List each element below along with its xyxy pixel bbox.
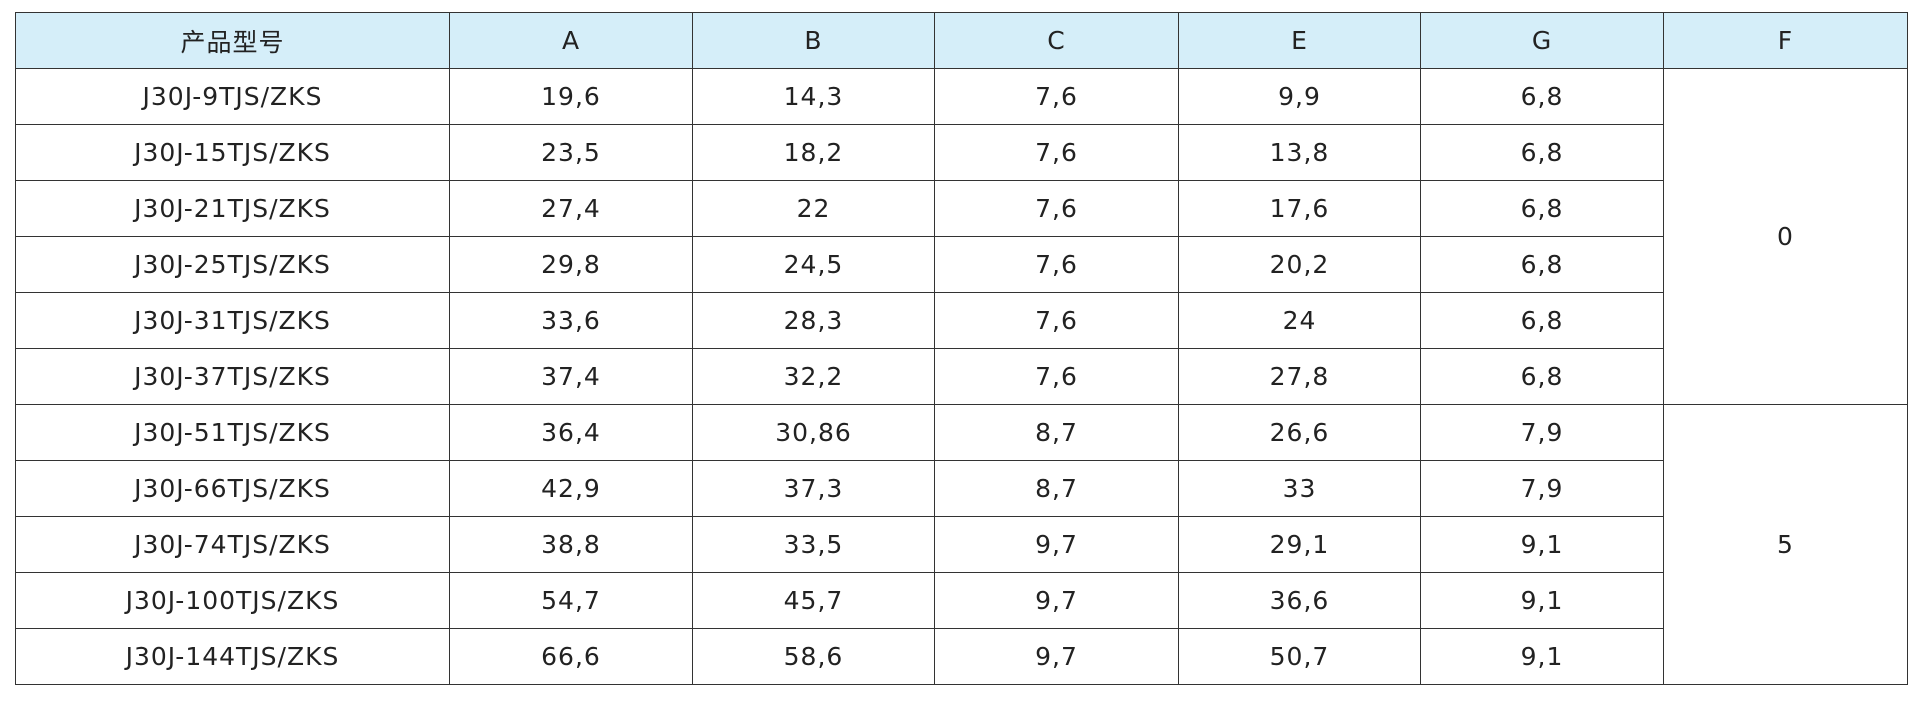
value-cell: 6,8 <box>1420 292 1664 349</box>
value-cell: 8,7 <box>934 404 1179 461</box>
value-cell: 7,9 <box>1420 460 1664 517</box>
value-cell: 9,1 <box>1420 572 1664 629</box>
header-cell: E <box>1178 12 1421 69</box>
value-cell: 6,8 <box>1420 68 1664 125</box>
value-cell: 7,6 <box>934 180 1179 237</box>
value-cell: 22 <box>692 180 935 237</box>
value-cell: 7,6 <box>934 292 1179 349</box>
value-cell: 9,7 <box>934 572 1179 629</box>
value-cell: 37,3 <box>692 460 935 517</box>
header-cell: B <box>692 12 935 69</box>
table-body: J30J-9TJS/ZKS 19,6 14,3 7,6 9,9 6,8 0 J30J-15TJ… <box>15 68 1908 685</box>
model-cell: J30J-144TJS/ZKS <box>15 628 450 685</box>
value-cell: 13,8 <box>1178 124 1421 181</box>
value-cell: 23,5 <box>449 124 693 181</box>
value-cell: 36,4 <box>449 404 693 461</box>
value-cell: 37,4 <box>449 348 693 405</box>
header-cell: 产品型号 <box>15 12 450 69</box>
value-cell: 27,8 <box>1178 348 1421 405</box>
spec-table: 产品型号 A B C E G F J30J-9TJS/ZKS 19,6 14,3 7,6 9,9 6,… <box>15 12 1908 685</box>
table-row: J30J-66TJS/ZKS 42,9 37,3 8,7 33 7,9 <box>15 460 1908 517</box>
f-cell: 5 <box>1663 404 1908 685</box>
value-cell: 9,7 <box>934 516 1179 573</box>
value-cell: 6,8 <box>1420 124 1664 181</box>
model-cell: J30J-100TJS/ZKS <box>15 572 450 629</box>
value-cell: 6,8 <box>1420 236 1664 293</box>
value-cell: 33,6 <box>449 292 693 349</box>
model-cell: J30J-74TJS/ZKS <box>15 516 450 573</box>
table-row: J30J-144TJS/ZKS 66,6 58,6 9,7 50,7 9,1 <box>15 628 1908 685</box>
value-cell: 9,1 <box>1420 628 1664 685</box>
value-cell: 30,86 <box>692 404 935 461</box>
value-cell: 7,6 <box>934 124 1179 181</box>
table-row: J30J-37TJS/ZKS 37,4 32,2 7,6 27,8 6,8 <box>15 348 1908 405</box>
value-cell: 28,3 <box>692 292 935 349</box>
model-cell: J30J-21TJS/ZKS <box>15 180 450 237</box>
table-row: J30J-51TJS/ZKS 36,4 30,86 8,7 26,6 7,9 5 <box>15 404 1908 685</box>
value-cell: 24 <box>1178 292 1421 349</box>
value-cell: 27,4 <box>449 180 693 237</box>
value-cell: 45,7 <box>692 572 935 629</box>
table-row: J30J-15TJS/ZKS 23,5 18,2 7,6 13,8 6,8 <box>15 124 1908 181</box>
value-cell: 38,8 <box>449 516 693 573</box>
value-cell: 58,6 <box>692 628 935 685</box>
table-row: J30J-9TJS/ZKS 19,6 14,3 7,6 9,9 6,8 0 <box>15 68 1908 405</box>
model-cell: J30J-25TJS/ZKS <box>15 236 450 293</box>
value-cell: 18,2 <box>692 124 935 181</box>
value-cell: 20,2 <box>1178 236 1421 293</box>
model-cell: J30J-37TJS/ZKS <box>15 348 450 405</box>
header-cell: F <box>1663 12 1908 69</box>
value-cell: 54,7 <box>449 572 693 629</box>
value-cell: 50,7 <box>1178 628 1421 685</box>
table-row: J30J-100TJS/ZKS 54,7 45,7 9,7 36,6 9,1 <box>15 572 1908 629</box>
value-cell: 24,5 <box>692 236 935 293</box>
value-cell: 33 <box>1178 460 1421 517</box>
value-cell: 29,8 <box>449 236 693 293</box>
table-row: J30J-74TJS/ZKS 38,8 33,5 9,7 29,1 9,1 <box>15 516 1908 573</box>
header-cell: G <box>1420 12 1664 69</box>
model-cell: J30J-51TJS/ZKS <box>15 404 450 461</box>
value-cell: 7,6 <box>934 68 1179 125</box>
value-cell: 14,3 <box>692 68 935 125</box>
f-cell: 0 <box>1663 68 1908 405</box>
value-cell: 36,6 <box>1178 572 1421 629</box>
value-cell: 19,6 <box>449 68 693 125</box>
value-cell: 6,8 <box>1420 180 1664 237</box>
value-cell: 7,9 <box>1420 404 1664 461</box>
value-cell: 8,7 <box>934 460 1179 517</box>
table-row: J30J-31TJS/ZKS 33,6 28,3 7,6 24 6,8 <box>15 292 1908 349</box>
model-cell: J30J-31TJS/ZKS <box>15 292 450 349</box>
value-cell: 9,9 <box>1178 68 1421 125</box>
value-cell: 32,2 <box>692 348 935 405</box>
header-cell: C <box>934 12 1179 69</box>
value-cell: 7,6 <box>934 348 1179 405</box>
model-cell: J30J-66TJS/ZKS <box>15 460 450 517</box>
value-cell: 7,6 <box>934 236 1179 293</box>
value-cell: 17,6 <box>1178 180 1421 237</box>
model-cell: J30J-15TJS/ZKS <box>15 124 450 181</box>
value-cell: 9,1 <box>1420 516 1664 573</box>
value-cell: 6,8 <box>1420 348 1664 405</box>
value-cell: 26,6 <box>1178 404 1421 461</box>
table-row: J30J-25TJS/ZKS 29,8 24,5 7,6 20,2 6,8 <box>15 236 1908 293</box>
value-cell: 33,5 <box>692 516 935 573</box>
value-cell: 9,7 <box>934 628 1179 685</box>
model-cell: J30J-9TJS/ZKS <box>15 68 450 125</box>
value-cell: 29,1 <box>1178 516 1421 573</box>
value-cell: 66,6 <box>449 628 693 685</box>
header-cell: A <box>449 12 693 69</box>
header-row: 产品型号 A B C E G F <box>15 12 1908 69</box>
value-cell: 42,9 <box>449 460 693 517</box>
table-row: J30J-21TJS/ZKS 27,4 22 7,6 17,6 6,8 <box>15 180 1908 237</box>
